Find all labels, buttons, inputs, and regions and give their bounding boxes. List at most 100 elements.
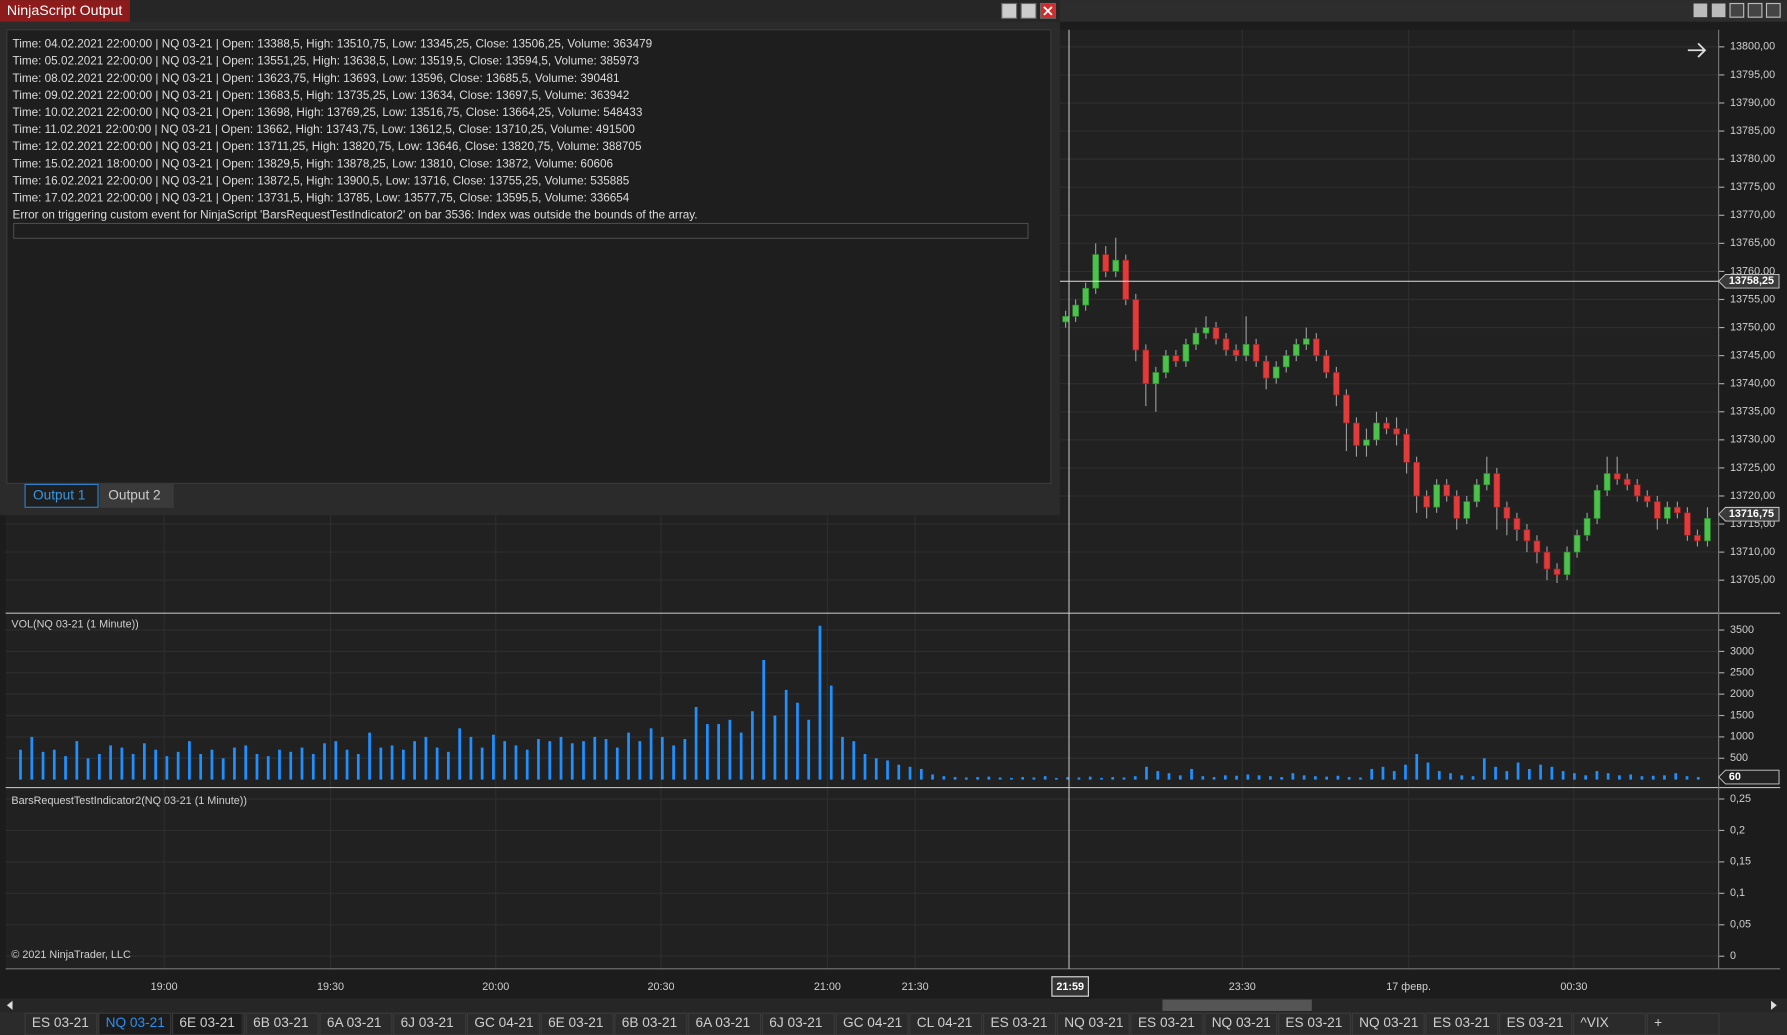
price-marker — [1717, 273, 1780, 289]
candle-body — [1323, 355, 1330, 373]
instrument-tab-label[interactable]: 6J 03-21 — [401, 1015, 454, 1030]
volume-bar — [1100, 777, 1103, 780]
volume-bar — [874, 758, 878, 780]
scrollbar[interactable] — [0, 998, 1787, 1013]
log-line: Time: 11.02.2021 22:00:00 | NQ 03-21 | O… — [13, 123, 636, 136]
instrument-tab-label[interactable]: NQ 03-21 — [1359, 1015, 1418, 1030]
time-marker — [1051, 976, 1089, 997]
volume-bar — [728, 719, 732, 780]
volume-bar — [1178, 775, 1182, 780]
candle-body — [1403, 433, 1410, 463]
log-line: Time: 10.02.2021 22:00:00 | NQ 03-21 | O… — [13, 106, 643, 119]
instrument-tab-label[interactable]: ES 03-21 — [990, 1015, 1047, 1030]
instrument-tab-label[interactable]: ES 03-21 — [1285, 1015, 1342, 1030]
y-tick-label: 0,15 — [1730, 856, 1751, 868]
instrument-tab-label[interactable]: GC 04-21 — [843, 1015, 902, 1030]
x-tick-label: 19:30 — [317, 981, 344, 993]
volume-bar — [266, 756, 270, 780]
volume-bar — [1088, 776, 1092, 780]
candle-body — [1543, 551, 1551, 570]
volume-bar — [1573, 773, 1576, 780]
volume-bar — [942, 776, 946, 780]
candle-body — [1282, 355, 1290, 368]
chart-titlebar — [1059, 0, 1787, 22]
candle-body — [1573, 534, 1581, 553]
output-tab[interactable] — [99, 483, 174, 508]
volume-bar — [244, 745, 248, 780]
log-line: Time: 05.02.2021 22:00:00 | NQ 03-21 | O… — [13, 55, 640, 68]
instrument-tab-label[interactable]: 6A 03-21 — [327, 1015, 382, 1030]
instrument-tab-label[interactable]: ES 03-21 — [32, 1015, 89, 1030]
minimize-button[interactable] — [1729, 2, 1745, 18]
volume-bar — [751, 711, 754, 780]
output-tab-label[interactable]: Output 1 — [33, 487, 85, 502]
volume-bar — [807, 719, 811, 780]
volume-bar — [1370, 768, 1374, 780]
maximize-button[interactable] — [1747, 2, 1763, 18]
volume-bar — [897, 764, 901, 780]
candle-body — [1483, 473, 1491, 486]
candle-body — [1503, 506, 1511, 519]
y-tick-label: 0,1 — [1730, 887, 1745, 899]
candle-body — [1603, 473, 1611, 491]
y-tick-label: 13800,00 — [1730, 41, 1775, 53]
output-tab-label[interactable]: Output 2 — [108, 487, 160, 502]
volume-bar — [86, 758, 90, 780]
volume-bar — [41, 751, 45, 780]
instrument-tab-label[interactable]: NQ 03-21 — [1212, 1015, 1271, 1030]
instrument-tab-label[interactable]: 6E 03-21 — [548, 1015, 603, 1030]
instrument-tab-label[interactable]: + — [1654, 1015, 1662, 1030]
arrow-icon[interactable] — [1687, 42, 1707, 58]
minimize-button[interactable] — [1001, 2, 1018, 19]
candle-body — [1423, 495, 1430, 508]
volume-bar — [323, 743, 326, 780]
volume-bar — [841, 736, 844, 780]
instrument-tab-label[interactable]: ES 03-21 — [1507, 1015, 1564, 1030]
volume-bar — [964, 777, 968, 780]
volume-bar — [64, 756, 67, 780]
button[interactable] — [1693, 3, 1708, 18]
maximize-button[interactable] — [1020, 2, 1037, 19]
volume-bar — [120, 747, 124, 780]
volume-bar — [1280, 777, 1283, 780]
instrument-tab-label[interactable]: 6A 03-21 — [696, 1015, 751, 1030]
output-tab[interactable] — [24, 483, 99, 508]
input-box[interactable] — [13, 222, 1029, 239]
bottom-bar: ES 03-21 NQ 03-21 6E 03-21 6B 03-21 6A 03-21… — [0, 998, 1787, 1035]
volume-bar — [919, 768, 923, 780]
volume-bar — [390, 745, 394, 780]
instrument-tab-label[interactable]: 6J 03-21 — [769, 1015, 822, 1030]
candle-body — [1443, 484, 1451, 497]
instrument-tab-label[interactable]: NQ 03-21 — [1064, 1015, 1123, 1030]
instrument-tab-label[interactable]: CL 04-21 — [917, 1015, 973, 1030]
volume-bar — [255, 753, 259, 780]
y-tick-label: 13705,00 — [1730, 574, 1775, 586]
volume-bar — [469, 736, 473, 780]
volume-bar — [987, 776, 991, 780]
button[interactable] — [1711, 3, 1726, 18]
candle-body — [1633, 484, 1641, 497]
volume-bar — [165, 756, 169, 780]
instrument-tab-label[interactable]: ^VIX — [1580, 1015, 1608, 1030]
volume-bar — [1223, 775, 1227, 780]
window-title: NinjaScript Output — [7, 3, 123, 19]
volume-bar — [447, 751, 450, 780]
candle-body — [1252, 344, 1260, 362]
y-tick-label: 13725,00 — [1730, 462, 1775, 474]
scroll-thumb[interactable] — [1162, 999, 1312, 1011]
volume-bar — [1055, 777, 1058, 780]
instrument-tab-label[interactable]: NQ 03-21 — [106, 1015, 165, 1030]
candle-body — [1684, 512, 1691, 536]
instrument-tab-label[interactable]: ES 03-21 — [1138, 1015, 1195, 1030]
instrument-tab-label[interactable]: 6E 03-21 — [179, 1015, 234, 1030]
candle-body — [1553, 568, 1561, 575]
close-button[interactable] — [1765, 2, 1781, 18]
volume-bar — [739, 732, 743, 780]
y-tick-label: 3500 — [1730, 624, 1754, 636]
instrument-tab-label[interactable]: 6B 03-21 — [253, 1015, 308, 1030]
instrument-tab-label[interactable]: ES 03-21 — [1433, 1015, 1490, 1030]
instrument-tab-label[interactable]: 6B 03-21 — [622, 1015, 677, 1030]
instrument-tab-active[interactable] — [170, 1013, 242, 1035]
instrument-tab-label[interactable]: GC 04-21 — [474, 1015, 533, 1030]
